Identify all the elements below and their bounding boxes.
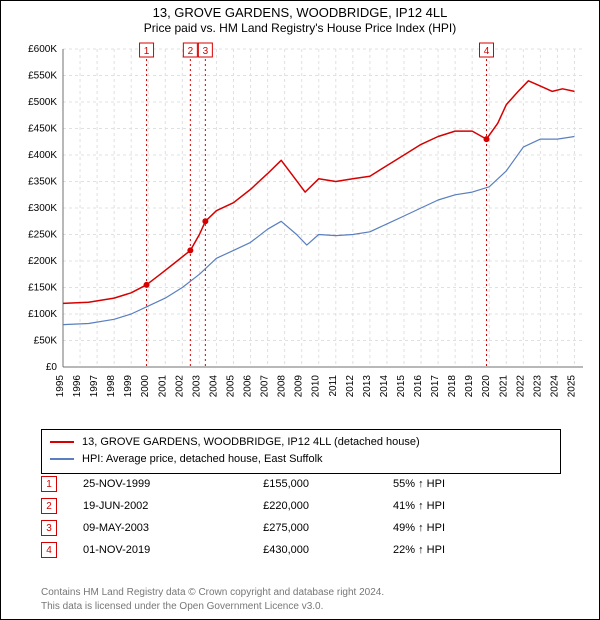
sale-date: 01-NOV-2019 <box>83 544 203 556</box>
page-title: 13, GROVE GARDENS, WOODBRIDGE, IP12 4LL <box>1 5 599 21</box>
svg-text:2014: 2014 <box>379 375 390 398</box>
svg-text:2001: 2001 <box>157 375 168 398</box>
svg-text:2015: 2015 <box>396 375 407 398</box>
footer-line-2: This data is licensed under the Open Gov… <box>41 600 561 614</box>
legend-item: HPI: Average price, detached house, East… <box>50 451 552 468</box>
svg-text:2010: 2010 <box>311 375 322 398</box>
sale-vs-hpi: 41% ↑ HPI <box>335 500 445 512</box>
sale-marker: 4 <box>41 542 57 558</box>
svg-text:2018: 2018 <box>447 375 458 398</box>
footer: Contains HM Land Registry data © Crown c… <box>41 586 561 613</box>
svg-text:£200K: £200K <box>28 256 57 267</box>
legend: 13, GROVE GARDENS, WOODBRIDGE, IP12 4LL … <box>41 429 561 474</box>
sale-marker: 3 <box>41 520 57 536</box>
svg-text:2003: 2003 <box>191 375 202 398</box>
svg-text:2: 2 <box>188 46 194 57</box>
svg-text:2007: 2007 <box>260 375 271 398</box>
chart-card: 13, GROVE GARDENS, WOODBRIDGE, IP12 4LL … <box>0 0 600 620</box>
svg-text:2000: 2000 <box>140 375 151 398</box>
svg-text:£350K: £350K <box>28 177 57 188</box>
svg-text:1999: 1999 <box>123 375 134 398</box>
sale-vs-hpi: 55% ↑ HPI <box>335 478 445 490</box>
svg-text:2002: 2002 <box>174 375 185 398</box>
sale-date: 09-MAY-2003 <box>83 522 203 534</box>
legend-item: 13, GROVE GARDENS, WOODBRIDGE, IP12 4LL … <box>50 434 552 451</box>
svg-text:2025: 2025 <box>566 375 577 398</box>
sales-table: 1 25-NOV-1999 £155,000 55% ↑ HPI 2 19-JUN-200… <box>41 473 561 561</box>
svg-text:2022: 2022 <box>515 375 526 398</box>
svg-text:2004: 2004 <box>208 375 219 398</box>
svg-text:2020: 2020 <box>481 375 492 398</box>
sale-row: 1 25-NOV-1999 £155,000 55% ↑ HPI <box>41 473 561 495</box>
svg-text:£300K: £300K <box>28 203 57 214</box>
legend-label: HPI: Average price, detached house, East… <box>82 451 323 468</box>
sale-marker: 2 <box>41 498 57 514</box>
svg-text:£0: £0 <box>46 362 58 373</box>
svg-text:1997: 1997 <box>89 375 100 398</box>
svg-text:2016: 2016 <box>413 375 424 398</box>
svg-text:£600K: £600K <box>28 44 57 55</box>
svg-text:£100K: £100K <box>28 309 57 320</box>
chart-svg: £0 £50K £100K £150K £200K £250K £300K £350K £400… <box>1 41 599 421</box>
svg-text:£500K: £500K <box>28 97 57 108</box>
svg-text:2008: 2008 <box>277 375 288 398</box>
sale-vs-hpi: 49% ↑ HPI <box>335 522 445 534</box>
svg-text:2005: 2005 <box>225 375 236 398</box>
legend-swatch <box>50 458 74 460</box>
page-subtitle: Price paid vs. HM Land Registry's House … <box>1 21 599 36</box>
svg-text:1995: 1995 <box>55 375 66 398</box>
svg-text:2006: 2006 <box>243 375 254 398</box>
svg-text:£150K: £150K <box>28 283 57 294</box>
svg-text:2012: 2012 <box>345 375 356 398</box>
svg-text:1: 1 <box>144 46 150 57</box>
sale-marker: 1 <box>41 476 57 492</box>
sale-price: £220,000 <box>229 500 309 512</box>
svg-text:2023: 2023 <box>532 375 543 398</box>
svg-text:£50K: £50K <box>34 336 58 347</box>
sale-row: 4 01-NOV-2019 £430,000 22% ↑ HPI <box>41 539 561 561</box>
svg-text:4: 4 <box>484 46 490 57</box>
legend-swatch <box>50 441 74 443</box>
svg-text:2017: 2017 <box>430 375 441 398</box>
svg-text:3: 3 <box>203 46 209 57</box>
svg-text:2013: 2013 <box>362 375 373 398</box>
legend-label: 13, GROVE GARDENS, WOODBRIDGE, IP12 4LL … <box>82 434 420 451</box>
svg-text:2011: 2011 <box>328 375 339 397</box>
svg-text:£250K: £250K <box>28 230 57 241</box>
svg-text:2019: 2019 <box>464 375 475 398</box>
header: 13, GROVE GARDENS, WOODBRIDGE, IP12 4LL … <box>1 1 599 36</box>
svg-text:£450K: £450K <box>28 124 57 135</box>
chart: £0 £50K £100K £150K £200K £250K £300K £350K £400… <box>1 41 599 421</box>
sale-date: 25-NOV-1999 <box>83 478 203 490</box>
svg-text:£400K: £400K <box>28 150 57 161</box>
svg-text:1996: 1996 <box>72 375 83 398</box>
svg-text:£550K: £550K <box>28 71 57 82</box>
sale-price: £275,000 <box>229 522 309 534</box>
svg-text:2021: 2021 <box>498 375 509 398</box>
sale-row: 3 09-MAY-2003 £275,000 49% ↑ HPI <box>41 517 561 539</box>
sale-price: £430,000 <box>229 544 309 556</box>
footer-line-1: Contains HM Land Registry data © Crown c… <box>41 586 561 600</box>
svg-text:2009: 2009 <box>294 375 305 398</box>
sale-row: 2 19-JUN-2002 £220,000 41% ↑ HPI <box>41 495 561 517</box>
sale-vs-hpi: 22% ↑ HPI <box>335 544 445 556</box>
svg-text:2024: 2024 <box>549 375 560 398</box>
sale-price: £155,000 <box>229 478 309 490</box>
svg-text:1998: 1998 <box>106 375 117 398</box>
sale-date: 19-JUN-2002 <box>83 500 203 512</box>
